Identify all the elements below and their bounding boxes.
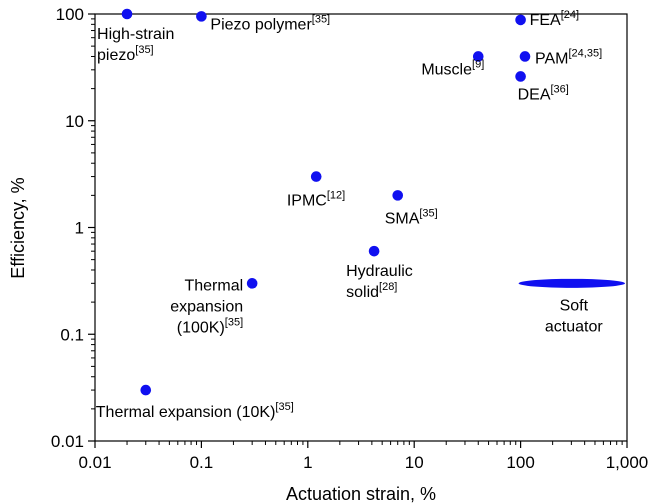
x-tick-label: 1 [303,453,312,472]
x-tick-label: 100 [506,453,534,472]
point-label: Hydraulic solid[28] [346,263,413,301]
x-tick-label: 10 [405,453,424,472]
region-label: Soft actuator [545,297,603,335]
plot-frame [94,13,628,442]
soft-actuator-region [518,278,625,288]
point-label: PAM[24,35] [535,47,602,67]
point-label: DEA[36] [518,83,569,103]
data-point [368,245,380,257]
data-point [310,171,322,182]
x-tick-label: 0.01 [78,453,111,472]
axis-ticks [88,13,628,448]
point-label: IPMC[12] [287,190,345,210]
point-label: SMA[35] [385,207,438,227]
y-tick-label: 0.01 [51,432,84,451]
x-tick-label: 1,000 [606,453,649,472]
x-axis-title: Actuation strain, % [286,484,436,504]
point-label: Piezo polymer[35] [210,13,330,33]
point-label: Thermal expansion (10K)[35] [96,401,294,421]
point-label: Thermal expansion (100K)[35] [170,277,243,336]
data-point [515,14,526,26]
point-labels: High-strain piezo[35] Piezo polymer[35] FEA… [96,9,604,421]
data-point [392,190,404,201]
point-label: High-strain piezo[35] [97,26,174,64]
data-point [121,8,133,20]
data-point [515,71,526,82]
y-tick-label: 1 [75,219,84,238]
tick-labels: 0.01 0.1 1 10 100 1,000 0.01 0.1 1 10 100 [51,5,648,472]
data-point [246,278,258,289]
regions [518,278,625,288]
data-point [140,384,152,396]
data-points [121,8,531,396]
data-point [519,51,531,62]
point-label: FEA[24] [530,9,579,29]
data-point [472,51,484,62]
y-tick-label: 10 [65,112,84,131]
x-tick-label: 0.1 [190,453,214,472]
data-point [196,11,207,22]
point-label: Muscle[9] [421,58,484,78]
y-tick-label: 0.1 [60,325,84,344]
y-axis-title: Efficiency, % [8,177,28,278]
y-tick-label: 100 [56,5,84,24]
